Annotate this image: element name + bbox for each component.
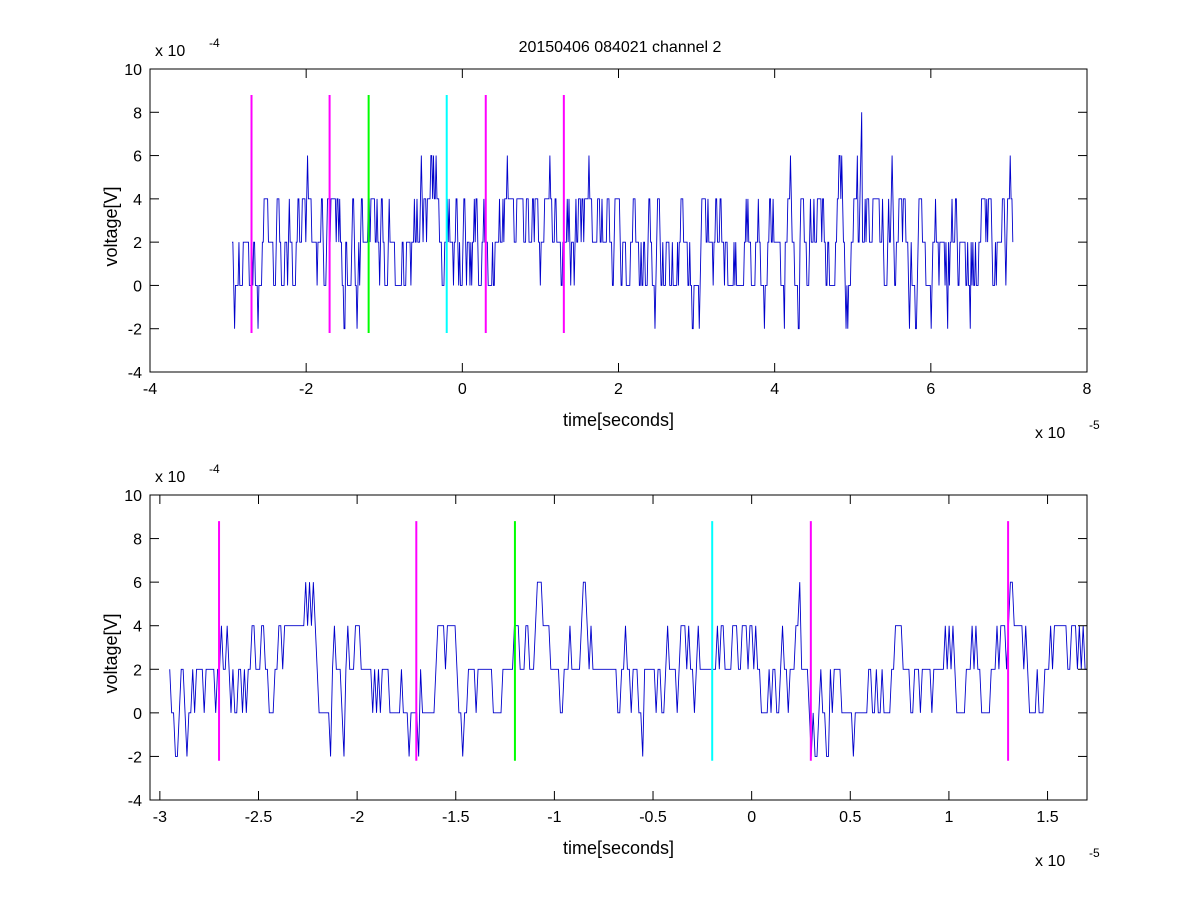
x-tick-label: 8 [1083, 381, 1092, 398]
y-tick-label: 0 [133, 706, 142, 723]
y-exponent-label: x 10 [155, 469, 185, 486]
y-tick-label: 2 [133, 235, 142, 252]
x-tick-label: -2 [299, 381, 313, 398]
x-exponent-power: -5 [1089, 418, 1100, 432]
y-tick-label: -4 [128, 365, 142, 382]
signal-trace [169, 581, 1087, 757]
y-tick-label: 6 [133, 575, 142, 592]
signal-trace [231, 112, 1014, 330]
y-axis-label: voltage[V] [101, 613, 121, 693]
y-tick-label: 8 [133, 105, 142, 122]
y-tick-label: 4 [133, 192, 142, 209]
x-tick-label: 2 [614, 381, 623, 398]
y-tick-label: 6 [133, 149, 142, 166]
y-exponent-power: -4 [209, 462, 220, 476]
x-tick-label: 4 [770, 381, 779, 398]
x-tick-label: 6 [926, 381, 935, 398]
x-exponent-power: -5 [1089, 846, 1100, 860]
y-exponent-label: x 10 [155, 43, 185, 60]
y-tick-label: 10 [124, 62, 142, 79]
y-axis-label: voltage[V] [101, 186, 121, 266]
top-axes: -4 -2 0 2 4 6 8 -4 -2 0 2 4 6 8 10 time[seconds] voltage… [101, 36, 1100, 442]
y-tick-label: -2 [128, 749, 142, 766]
x-exponent-label: x 10 [1035, 853, 1065, 870]
y-exponent-power: -4 [209, 36, 220, 50]
x-tick-label: 1 [944, 809, 953, 826]
y-tick-label: 0 [133, 278, 142, 295]
x-tick-label: -4 [143, 381, 157, 398]
y-tick-label: 8 [133, 532, 142, 549]
x-tick-label: 0 [747, 809, 756, 826]
y-tick-label: -4 [128, 793, 142, 810]
x-tick-label: 1.5 [1036, 809, 1058, 826]
y-tick-label: 10 [124, 488, 142, 505]
x-tick-label: -2.5 [245, 809, 273, 826]
x-tick-label: -2 [350, 809, 364, 826]
y-tick-label: -2 [128, 322, 142, 339]
x-tick-label: 0 [458, 381, 467, 398]
x-axis-label: time[seconds] [563, 410, 674, 430]
figure-title: 20150406 084021 channel 2 [519, 39, 722, 56]
axes-frame [149, 494, 1088, 801]
x-tick-label: -1 [547, 809, 561, 826]
x-tick-label: -0.5 [639, 809, 667, 826]
x-tick-label: -3 [153, 809, 167, 826]
y-tick-label: 2 [133, 662, 142, 679]
x-exponent-label: x 10 [1035, 425, 1065, 442]
y-tick-label: 4 [133, 619, 142, 636]
bottom-axes: -3 -2.5 -2 -1.5 -1 -0.5 0 0.5 1 1.5 -4 -2 0 2 4 6 8 10 tim… [101, 462, 1100, 870]
x-tick-label: 0.5 [839, 809, 861, 826]
x-tick-label: -1.5 [442, 809, 470, 826]
x-axis-label: time[seconds] [563, 838, 674, 858]
